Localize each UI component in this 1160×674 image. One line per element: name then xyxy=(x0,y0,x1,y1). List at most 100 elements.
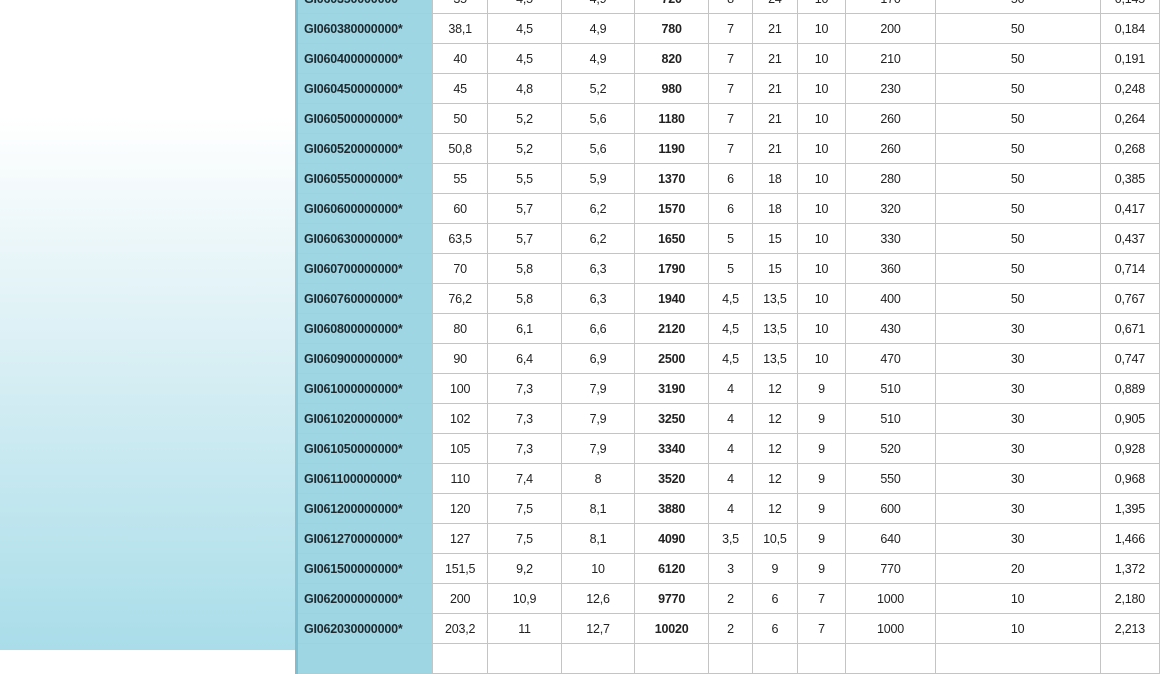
table-cell: 5 xyxy=(707,223,754,254)
table-cell: 5,8 xyxy=(487,283,562,314)
table-cell: 12 xyxy=(752,463,798,494)
table-cell: 12 xyxy=(752,493,798,524)
table-cell: 4 xyxy=(707,493,754,524)
table-cell: 3520 xyxy=(634,463,709,494)
table-cell: 5 xyxy=(707,253,754,284)
table-cell: 9 xyxy=(796,553,847,584)
table-cell: 4090 xyxy=(634,523,709,554)
product-code-cell: GI060600000000* xyxy=(294,193,434,224)
table-cell: 38,1 xyxy=(432,13,489,44)
table-cell: 0,671 xyxy=(1099,313,1160,344)
table-cell xyxy=(634,643,709,674)
table-cell: 7,4 xyxy=(487,463,562,494)
table-cell: 30 xyxy=(934,313,1101,344)
table-cell: 12,7 xyxy=(560,613,636,644)
table-row: GI060900000000* 90 6,4 6,9 2500 4,5 13,5 10 470 3… xyxy=(294,343,1160,374)
table-cell: 430 xyxy=(845,313,936,344)
table-cell: 50 xyxy=(934,283,1101,314)
table-cell: 9 xyxy=(796,433,847,464)
table-cell: 8 xyxy=(707,0,754,14)
table-cell: 1940 xyxy=(634,283,709,314)
table-cell: 18 xyxy=(752,163,798,194)
product-code-cell: GI060520000000* xyxy=(294,133,434,164)
product-code-cell xyxy=(294,643,434,674)
table-cell: 50 xyxy=(934,73,1101,104)
table-cell: 200 xyxy=(845,13,936,44)
product-code-cell: GI060380000000* xyxy=(294,13,434,44)
table-cell xyxy=(845,643,936,674)
table-cell: 0,191 xyxy=(1099,43,1160,74)
table-cell: 10 xyxy=(796,73,847,104)
table-cell: 10 xyxy=(796,163,847,194)
table-cell: 30 xyxy=(934,343,1101,374)
table-cell: 6 xyxy=(752,583,798,614)
table-cell xyxy=(487,643,562,674)
table-cell: 12,6 xyxy=(560,583,636,614)
table-cell: 21 xyxy=(752,43,798,74)
table-cell: 1,395 xyxy=(1099,493,1160,524)
table-row: GI061200000000* 120 7,5 8,1 3880 4 12 9 600 30 1,3… xyxy=(294,493,1160,524)
table-cell: 2,180 xyxy=(1099,583,1160,614)
product-code-cell: GI061500000000* xyxy=(294,553,434,584)
table-cell: 600 xyxy=(845,493,936,524)
table-cell: 4,5 xyxy=(707,283,754,314)
table-cell: 0,928 xyxy=(1099,433,1160,464)
table-cell: 2120 xyxy=(634,313,709,344)
table-cell: 7,9 xyxy=(560,373,636,404)
table-cell: 2,213 xyxy=(1099,613,1160,644)
table-cell: 12 xyxy=(752,403,798,434)
table-cell: 7 xyxy=(796,613,847,644)
table-row: GI062030000000* 203,2 11 12,7 10020 2 6 7 1000 10… xyxy=(294,613,1160,644)
product-code-cell: GI061000000000* xyxy=(294,373,434,404)
table-cell: 0,184 xyxy=(1099,13,1160,44)
table-cell: 50 xyxy=(934,133,1101,164)
table-cell xyxy=(796,643,847,674)
table-row: GI060600000000* 60 5,7 6,2 1570 6 18 10 320 50 0,4… xyxy=(294,193,1160,224)
table-cell: 1000 xyxy=(845,583,936,614)
table-cell: 10 xyxy=(934,613,1101,644)
table-cell: 0,264 xyxy=(1099,103,1160,134)
table-cell: 5,2 xyxy=(487,103,562,134)
table-cell: 1650 xyxy=(634,223,709,254)
product-code-cell: GI062000000000* xyxy=(294,583,434,614)
table-cell: 330 xyxy=(845,223,936,254)
table-cell: 5,5 xyxy=(487,163,562,194)
table-cell: 21 xyxy=(752,103,798,134)
product-code-cell: GI061020000000* xyxy=(294,403,434,434)
table-row: GI060520000000* 50,8 5,2 5,6 1190 7 21 10 260 50 0… xyxy=(294,133,1160,164)
table-cell: 127 xyxy=(432,523,489,554)
table-cell: 770 xyxy=(845,553,936,584)
table-cell: 1000 xyxy=(845,613,936,644)
table-cell: 6,9 xyxy=(560,343,636,374)
table-cell: 1,466 xyxy=(1099,523,1160,554)
table-cell: 7 xyxy=(707,103,754,134)
table-cell: 10 xyxy=(796,313,847,344)
product-spec-table: GI060350000000*354,54,972082410170500,14… xyxy=(294,0,1160,674)
table-cell: 230 xyxy=(845,73,936,104)
table-cell: 4,9 xyxy=(560,13,636,44)
table-cell xyxy=(432,643,489,674)
table-cell: 50 xyxy=(934,103,1101,134)
table-cell: 3,5 xyxy=(707,523,754,554)
table-cell: 5,8 xyxy=(487,253,562,284)
table-cell: 9 xyxy=(796,403,847,434)
table-cell: 21 xyxy=(752,13,798,44)
table-cell: 151,5 xyxy=(432,553,489,584)
table-cell: 9,2 xyxy=(487,553,562,584)
table-cell: 10 xyxy=(796,193,847,224)
table-cell: 2 xyxy=(707,583,754,614)
table-cell: 50 xyxy=(934,253,1101,284)
table-cell: 5,7 xyxy=(487,223,562,254)
table-row: GI060500000000* 50 5,2 5,6 1180 7 21 10 260 50 0,2… xyxy=(294,103,1160,134)
table-cell: 0,747 xyxy=(1099,343,1160,374)
table-cell: 11 xyxy=(487,613,562,644)
product-code-cell: GI060400000000* xyxy=(294,43,434,74)
table-cell: 0,714 xyxy=(1099,253,1160,284)
table-cell: 4,9 xyxy=(560,0,636,14)
table-row: GI061500000000* 151,5 9,2 10 6120 3 9 9 770 20 1,3… xyxy=(294,553,1160,584)
table-cell: 8 xyxy=(560,463,636,494)
table-cell xyxy=(1099,643,1160,674)
table-cell: 9 xyxy=(796,373,847,404)
table-cell: 10 xyxy=(796,43,847,74)
table-cell: 50 xyxy=(432,103,489,134)
